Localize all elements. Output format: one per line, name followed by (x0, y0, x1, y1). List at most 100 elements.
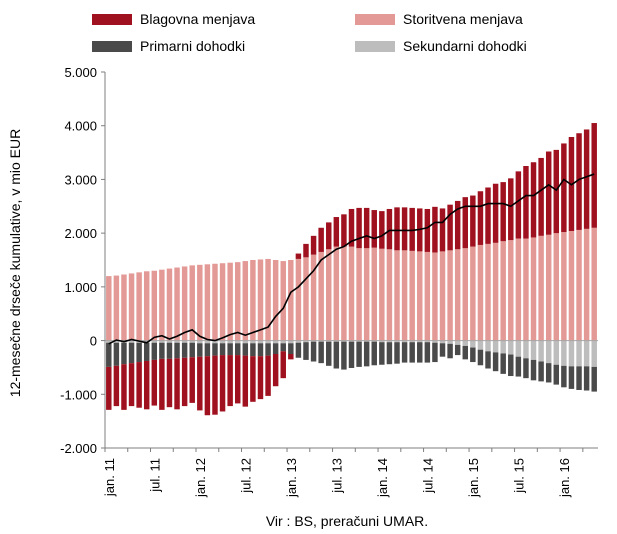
bar-primarni-dohodki-27 (310, 341, 317, 362)
bar-sekundarni-dohodki-30 (333, 340, 340, 342)
legend-swatch-blagovna (92, 14, 132, 25)
bar-primarni-dohodki-42 (424, 342, 431, 363)
bar-sekundarni-dohodki-57 (538, 340, 544, 362)
bar-primarni-dohodki-48 (470, 347, 476, 363)
bar-sekundarni-dohodki-43 (432, 340, 438, 343)
bar-storitvena-menjava-33 (356, 248, 362, 341)
bar-primarni-dohodki-17 (235, 343, 241, 356)
bar-primarni-dohodki-12 (197, 343, 203, 357)
bar-blagovna-menjava-43 (432, 206, 438, 253)
bar-primarni-dohodki-15 (219, 343, 226, 356)
bar-sekundarni-dohodki-58 (545, 340, 552, 364)
bar-blagovna-menjava-12 (197, 356, 203, 411)
bar-primarni-dohodki-54 (515, 356, 522, 377)
bar-primarni-dohodki-41 (417, 342, 423, 363)
bar-storitvena-menjava-58 (545, 234, 552, 341)
bar-sekundarni-dohodki-55 (523, 340, 529, 359)
legend-swatch-primarni (92, 41, 132, 52)
y-axis-title: 12-mesečne drseče kumulative, v mio EUR (7, 129, 23, 397)
bar-blagovna-menjava-3 (128, 363, 135, 407)
bar-blagovna-menjava-24 (288, 354, 294, 360)
bar-storitvena-menjava-38 (394, 250, 400, 341)
bar-blagovna-menjava-4 (136, 362, 142, 408)
bar-sekundarni-dohodki-36 (379, 340, 385, 343)
bar-blagovna-menjava-60 (561, 143, 567, 233)
bar-primarni-dohodki-59 (553, 364, 560, 385)
bar-sekundarni-dohodki-22 (272, 340, 279, 344)
bar-sekundarni-dohodki-26 (303, 340, 309, 343)
bar-storitvena-menjava-26 (303, 257, 309, 341)
bar-sekundarni-dohodki-10 (181, 340, 188, 343)
x-tick-label: jan. 14 (375, 458, 390, 498)
bar-primarni-dohodki-24 (288, 343, 294, 354)
bar-storitvena-menjava-29 (326, 249, 332, 341)
bar-sekundarni-dohodki-47 (462, 340, 468, 346)
bar-primarni-dohodki-49 (477, 349, 484, 366)
bar-primarni-dohodki-60 (561, 365, 567, 388)
bar-blagovna-menjava-25 (295, 253, 302, 259)
bar-storitvena-menjava-36 (379, 248, 385, 341)
bar-sekundarni-dohodki-39 (401, 340, 408, 343)
bar-sekundarni-dohodki-1 (113, 340, 120, 343)
bar-blagovna-menjava-7 (159, 358, 165, 410)
bar-sekundarni-dohodki-3 (128, 340, 135, 343)
bar-primarni-dohodki-6 (151, 342, 158, 360)
bar-blagovna-menjava-62 (576, 133, 582, 230)
bar-sekundarni-dohodki-27 (310, 340, 317, 342)
bar-primarni-dohodki-63 (583, 366, 590, 391)
bar-sekundarni-dohodki-0 (106, 340, 112, 343)
bar-blagovna-menjava-40 (409, 207, 415, 251)
bar-sekundarni-dohodki-17 (235, 340, 241, 344)
bar-sekundarni-dohodki-19 (250, 340, 256, 344)
bar-sekundarni-dohodki-38 (394, 340, 400, 343)
bar-primarni-dohodki-4 (136, 342, 142, 363)
bar-blagovna-menjava-36 (379, 211, 385, 249)
bar-storitvena-menjava-52 (500, 241, 506, 341)
bar-primarni-dohodki-11 (189, 342, 195, 358)
bar-primarni-dohodki-64 (591, 366, 597, 392)
bar-sekundarni-dohodki-28 (318, 340, 324, 342)
bar-sekundarni-dohodki-29 (326, 340, 332, 342)
bar-sekundarni-dohodki-45 (447, 340, 453, 344)
bar-blagovna-menjava-59 (553, 149, 560, 234)
bar-blagovna-menjava-47 (462, 197, 468, 249)
bar-sekundarni-dohodki-8 (166, 340, 173, 343)
bar-storitvena-menjava-28 (318, 251, 324, 341)
bar-primarni-dohodki-32 (348, 341, 355, 368)
bar-blagovna-menjava-20 (257, 356, 264, 400)
x-tick-label: jul. 13 (329, 458, 344, 494)
bar-storitvena-menjava-40 (409, 250, 415, 341)
bar-blagovna-menjava-51 (492, 183, 499, 243)
bar-blagovna-menjava-31 (341, 214, 347, 247)
bar-storitvena-menjava-2 (121, 274, 127, 341)
bar-storitvena-menjava-37 (386, 249, 393, 341)
bar-primarni-dohodki-10 (181, 342, 188, 358)
bar-storitvena-menjava-1 (113, 275, 120, 341)
bar-sekundarni-dohodki-41 (417, 340, 423, 343)
bar-primarni-dohodki-30 (333, 341, 340, 369)
bar-primarni-dohodki-26 (303, 342, 309, 360)
bar-sekundarni-dohodki-64 (591, 340, 597, 367)
bar-storitvena-menjava-49 (477, 244, 484, 341)
bar-storitvena-menjava-0 (106, 276, 112, 341)
legend-label-storitvena: Storitvena menjava (403, 11, 523, 27)
bar-sekundarni-dohodki-21 (265, 340, 271, 344)
bar-sekundarni-dohodki-35 (371, 340, 377, 342)
bar-sekundarni-dohodki-9 (174, 340, 180, 343)
bar-sekundarni-dohodki-14 (212, 340, 218, 344)
bar-sekundarni-dohodki-12 (197, 340, 203, 344)
legend-label-sekundarni: Sekundarni dohodki (403, 38, 527, 54)
bar-primarni-dohodki-18 (242, 343, 249, 356)
bar-blagovna-menjava-1 (113, 365, 120, 407)
bar-storitvena-menjava-31 (341, 246, 347, 341)
bar-storitvena-menjava-41 (417, 251, 423, 341)
bar-blagovna-menjava-33 (356, 207, 362, 249)
bar-primarni-dohodki-36 (379, 342, 385, 365)
bar-primarni-dohodki-3 (128, 342, 135, 364)
bar-primarni-dohodki-16 (227, 343, 233, 356)
bar-storitvena-menjava-19 (250, 260, 256, 341)
bar-sekundarni-dohodki-40 (409, 340, 415, 343)
bar-blagovna-menjava-8 (166, 358, 173, 408)
bar-primarni-dohodki-56 (530, 359, 537, 381)
bar-primarni-dohodki-40 (409, 342, 415, 363)
